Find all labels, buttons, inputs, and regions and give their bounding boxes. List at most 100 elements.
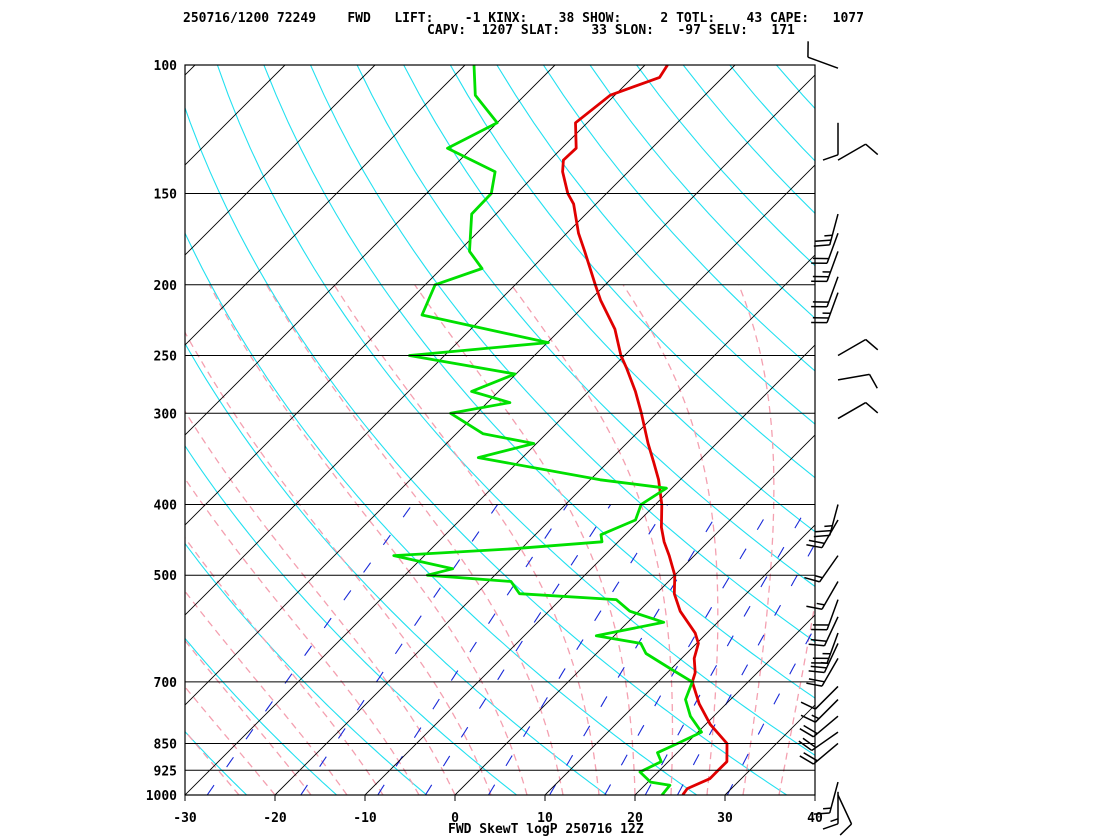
x-tick-label: 40 — [807, 811, 823, 826]
dry-adiabat — [823, 65, 1120, 795]
wind-barb — [804, 555, 839, 583]
dry-adiabat — [542, 65, 815, 372]
y-tick-label: 500 — [154, 569, 178, 584]
moist-adiabat — [265, 284, 564, 795]
dry-adiabat — [963, 65, 1120, 795]
dry-adiabat — [449, 65, 815, 479]
moist-adiabat — [738, 284, 775, 795]
wind-barb — [808, 616, 839, 647]
isotherm — [364, 344, 815, 795]
mixing-ratio-line — [644, 504, 810, 795]
wind-barb — [822, 791, 839, 830]
moist-adiabat — [185, 331, 492, 795]
x-tick-label: -20 — [263, 811, 287, 826]
y-tick-label: 100 — [154, 59, 178, 74]
dry-adiabat — [356, 65, 815, 588]
dry-adiabat — [496, 65, 815, 425]
dry-adiabat — [589, 65, 815, 319]
dry-adiabat — [185, 444, 518, 795]
dry-adiabat — [403, 65, 815, 533]
isotherm — [814, 794, 815, 795]
moist-adiabat — [622, 284, 719, 795]
isotherm — [544, 524, 815, 795]
wind-barb — [807, 41, 839, 69]
profile-lines — [392, 65, 729, 795]
isotherm — [185, 65, 736, 616]
dry-adiabat — [216, 65, 815, 756]
moist-adiabat — [185, 536, 384, 795]
y-tick-label: 300 — [154, 407, 178, 422]
dry-adiabat — [775, 65, 815, 110]
y-tick-label: 1000 — [146, 789, 177, 804]
moist-adiabat — [185, 590, 348, 795]
wind-barb — [799, 742, 839, 765]
header-line-2: CAPV: 1207 SLAT: 33 SLON: -97 SELV: 171 — [427, 23, 795, 38]
mixing-ratio-line — [604, 504, 773, 795]
moist-adiabat — [185, 410, 456, 795]
wind-barbs — [798, 41, 879, 836]
isotherm — [454, 434, 815, 795]
sounding-line — [561, 65, 729, 795]
dry-adiabat — [185, 730, 248, 795]
isotherm — [0, 65, 105, 795]
x-tick-label: 0 — [451, 811, 459, 826]
wind-barb — [813, 213, 839, 247]
wind-barb — [837, 338, 879, 357]
y-tick-label: 925 — [154, 764, 177, 779]
moist-adiabat — [333, 284, 600, 795]
y-tick-label: 200 — [154, 279, 178, 294]
wind-barb — [813, 781, 839, 815]
sounding-line — [392, 65, 703, 795]
wind-barb — [806, 581, 839, 610]
isotherm — [274, 254, 815, 795]
moist-adiabat — [778, 599, 815, 795]
mixing-ratio-line — [726, 625, 815, 795]
dry-adiabat — [1056, 65, 1120, 795]
dry-adiabat — [636, 65, 815, 267]
wind-barb — [813, 504, 839, 538]
wind-barb — [837, 373, 878, 389]
wind-barb — [811, 232, 839, 265]
wind-barb — [811, 276, 839, 308]
mixing-ratio-line — [424, 504, 612, 795]
dry-adiabat — [309, 65, 815, 643]
isotherm — [634, 614, 815, 795]
dry-adiabat — [1009, 65, 1120, 795]
moist-adiabat — [208, 284, 528, 795]
wind-barb — [837, 794, 853, 836]
dry-adiabat — [729, 65, 815, 162]
wind-barb — [806, 658, 839, 687]
isotherm — [185, 74, 815, 706]
wind-barb — [811, 251, 839, 283]
moist-adiabat — [510, 284, 674, 795]
y-tick-label: 250 — [154, 349, 178, 364]
plot-frame — [184, 64, 816, 796]
wind-barb — [811, 599, 839, 631]
moist-adiabat — [185, 477, 420, 795]
mixing-ratio-line — [206, 504, 413, 795]
y-tick-label: 850 — [154, 737, 178, 752]
wind-barb — [798, 731, 839, 752]
mixing-ratio-line — [549, 504, 724, 795]
dry-adiabat — [870, 65, 1120, 795]
mixing-ratio-line — [488, 504, 669, 795]
wind-barb — [800, 685, 839, 710]
header-line-1: 250716/1200 72249 FWD LIFT: -1 KINX: 38 … — [183, 11, 864, 26]
wind-barb — [837, 401, 879, 420]
y-tick-label: 400 — [154, 499, 178, 514]
moist-adiabat — [185, 730, 240, 795]
isotherm — [724, 704, 815, 795]
wind-barb — [799, 715, 839, 738]
wind-barb — [811, 632, 839, 664]
isotherm — [185, 65, 556, 436]
x-tick-label: -10 — [353, 811, 377, 826]
mixing-ratio-line — [677, 542, 815, 795]
mixing-ratio-line — [377, 504, 568, 795]
x-tick-label: 10 — [537, 811, 553, 826]
x-tick-label: 30 — [717, 811, 733, 826]
dry-adiabat — [916, 65, 1120, 795]
x-tick-label: 20 — [627, 811, 643, 826]
isotherm — [185, 164, 815, 795]
